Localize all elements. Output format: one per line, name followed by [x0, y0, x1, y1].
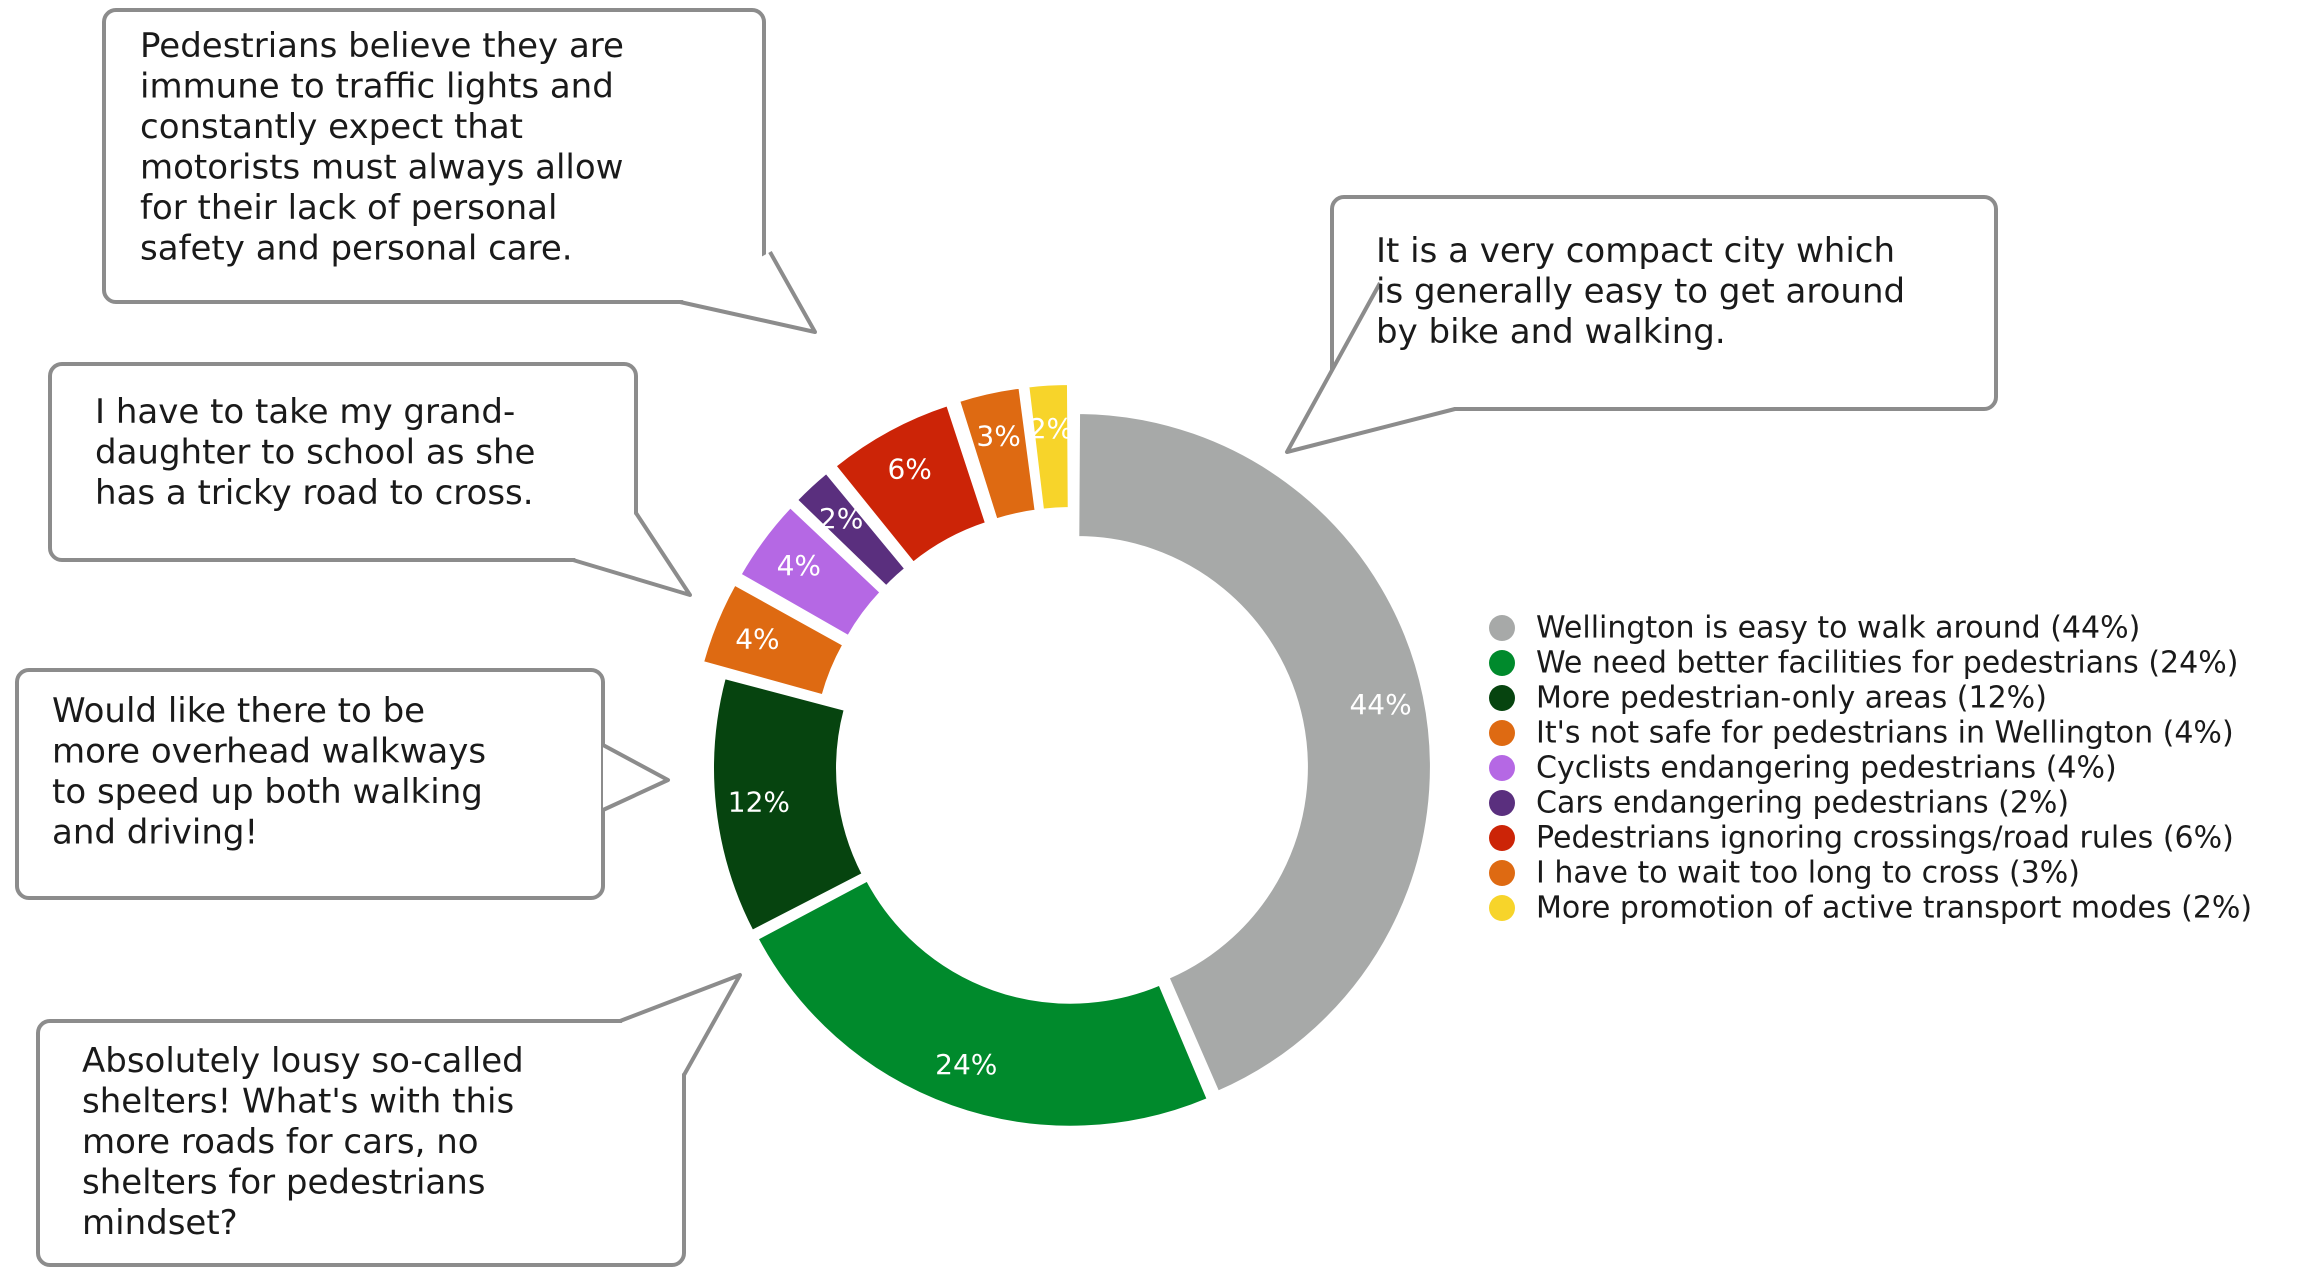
callout-line: safety and personal care.	[140, 229, 573, 269]
slice-cars-endangering-pedestrians	[795, 471, 907, 588]
callout-pointer	[572, 511, 692, 597]
legend-label: More pedestrian-only areas (12%)	[1536, 681, 2047, 716]
callout-line: for their lack of personal	[140, 188, 557, 228]
legend-item-pedestrians-ignoring-crossings-road-rules: Pedestrians ignoring crossings/road rule…	[1489, 821, 2234, 856]
legend-label: It's not safe for pedestrians in Welling…	[1536, 716, 2234, 751]
slice-label-we-need-better-facilities-for-pedestrians: 24%	[935, 1048, 997, 1081]
callout-line: shelters! What's with this	[82, 1082, 514, 1122]
slice-label-cars-endangering-pedestrians: 2%	[819, 502, 863, 535]
callout-pointer	[1285, 282, 1456, 454]
legend-swatch	[1489, 755, 1515, 781]
slice-pedestrians-ignoring-crossings-road-rules	[834, 404, 988, 564]
callout-compact-city: It is a very compact city which is genera…	[1285, 195, 1998, 454]
slice-i-have-to-wait-too-long-to-cross	[957, 386, 1037, 521]
callout-line: is generally easy to get around	[1376, 272, 1905, 312]
slice-label-wellington-is-easy-to-walk-around: 44%	[1349, 688, 1411, 721]
callout-line: It is a very compact city which	[1376, 231, 1895, 271]
callout-overhead-walkways: Would like there to be more overhead walk…	[15, 668, 670, 900]
legend-label: We need better facilities for pedestrian…	[1536, 646, 2238, 681]
callout-lousy-shelters: Absolutely lousy so-called shelters! What…	[36, 973, 742, 1267]
callout-pedestrians-immune: Pedestrians believe they are immune to tr…	[102, 8, 817, 334]
callout-line: by bike and walking.	[1376, 312, 1726, 352]
slice-more-promotion-of-active-transport-modes	[1027, 383, 1070, 511]
callout-box	[1330, 195, 1998, 411]
donut-slices	[701, 383, 1432, 1128]
callout-line: Pedestrians believe they are	[140, 26, 624, 66]
callout-text: I have to take my grand-daughter to scho…	[95, 392, 535, 513]
callout-pointer	[602, 743, 670, 812]
callout-line: to speed up both walking	[52, 772, 483, 812]
callout-line: immune to traffic lights and	[140, 67, 614, 107]
slice-it-s-not-safe-for-pedestrians-in-wellington	[701, 583, 845, 697]
legend-item-wellington-is-easy-to-walk-around: Wellington is easy to walk around (44%)	[1489, 611, 2140, 646]
legend-swatch	[1489, 860, 1515, 886]
slice-label-more-promotion-of-active-transport-modes: 2%	[1029, 412, 1073, 445]
callout-box	[36, 1019, 686, 1267]
callout-line: more roads for cars, no	[82, 1122, 479, 1162]
legend-label: Cars endangering pedestrians (2%)	[1536, 786, 2069, 821]
legend-swatch	[1489, 720, 1515, 746]
callout-text: Absolutely lousy so-called shelters! What…	[82, 1041, 524, 1243]
legend-label: Cyclists endangering pedestrians (4%)	[1536, 751, 2117, 786]
slice-labels: 44% 24% 12% 4% 4% 2% 6% 3% 2%	[728, 412, 1412, 1081]
callout-line: motorists must always allow	[140, 148, 623, 188]
callout-text: Would like there to be more overhead walk…	[52, 691, 486, 853]
callouts: Pedestrians believe they are immune to tr…	[15, 8, 1998, 1267]
callout-box	[48, 362, 638, 562]
legend-swatch	[1489, 825, 1515, 851]
callout-text: Pedestrians believe they are immune to tr…	[140, 26, 624, 269]
legend: Wellington is easy to walk around (44%)W…	[1489, 611, 2252, 926]
legend-item-more-promotion-of-active-transport-modes: More promotion of active transport modes…	[1489, 891, 2252, 926]
callout-box	[102, 8, 766, 304]
callout-pointer	[619, 973, 742, 1076]
slice-wellington-is-easy-to-walk-around	[1077, 411, 1432, 1093]
callout-line: I have to take my grand-	[95, 392, 515, 432]
callout-line: daughter to school as she	[95, 433, 535, 473]
slice-label-pedestrians-ignoring-crossings-road-rules: 6%	[887, 453, 931, 486]
callout-line: constantly expect that	[140, 107, 523, 147]
legend-item-more-pedestrian-only-areas: More pedestrian-only areas (12%)	[1489, 681, 2047, 716]
callout-line: mindset?	[82, 1203, 238, 1243]
callout-line: Would like there to be	[52, 691, 425, 731]
legend-item-i-have-to-wait-too-long-to-cross: I have to wait too long to cross (3%)	[1489, 856, 2080, 891]
callout-line: more overhead walkways	[52, 732, 486, 772]
callout-text: It is a very compact city which is genera…	[1376, 231, 1905, 352]
legend-label: Pedestrians ignoring crossings/road rule…	[1536, 821, 2234, 856]
callout-line: shelters for pedestrians	[82, 1163, 486, 1203]
slice-we-need-better-facilities-for-pedestrians	[756, 879, 1209, 1128]
slice-label-it-s-not-safe-for-pedestrians-in-wellington: 4%	[735, 623, 779, 656]
legend-item-it-s-not-safe-for-pedestrians-in-wellington: It's not safe for pedestrians in Welling…	[1489, 716, 2234, 751]
legend-swatch	[1489, 615, 1515, 641]
legend-swatch	[1489, 790, 1515, 816]
legend-swatch	[1489, 895, 1515, 921]
slice-more-pedestrian-only-areas	[712, 676, 864, 933]
callout-pointer	[679, 251, 817, 334]
slice-label-more-pedestrian-only-areas: 12%	[728, 786, 790, 819]
callout-line: has a tricky road to cross.	[95, 473, 534, 513]
slice-cyclists-endangering-pedestrians	[739, 505, 882, 638]
legend-item-cars-endangering-pedestrians: Cars endangering pedestrians (2%)	[1489, 786, 2069, 821]
callout-line: and driving!	[52, 813, 258, 853]
legend-label: Wellington is easy to walk around (44%)	[1536, 611, 2140, 646]
callout-line: Absolutely lousy so-called	[82, 1041, 524, 1081]
legend-item-cyclists-endangering-pedestrians: Cyclists endangering pedestrians (4%)	[1489, 751, 2117, 786]
legend-label: I have to wait too long to cross (3%)	[1536, 856, 2080, 891]
callout-granddaughter: I have to take my grand-daughter to scho…	[48, 362, 692, 597]
legend-swatch	[1489, 685, 1515, 711]
legend-label: More promotion of active transport modes…	[1536, 891, 2252, 926]
slice-label-i-have-to-wait-too-long-to-cross: 3%	[976, 420, 1020, 453]
legend-item-we-need-better-facilities-for-pedestrians: We need better facilities for pedestrian…	[1489, 646, 2238, 681]
slice-label-cyclists-endangering-pedestrians: 4%	[777, 549, 821, 582]
legend-swatch	[1489, 650, 1515, 676]
